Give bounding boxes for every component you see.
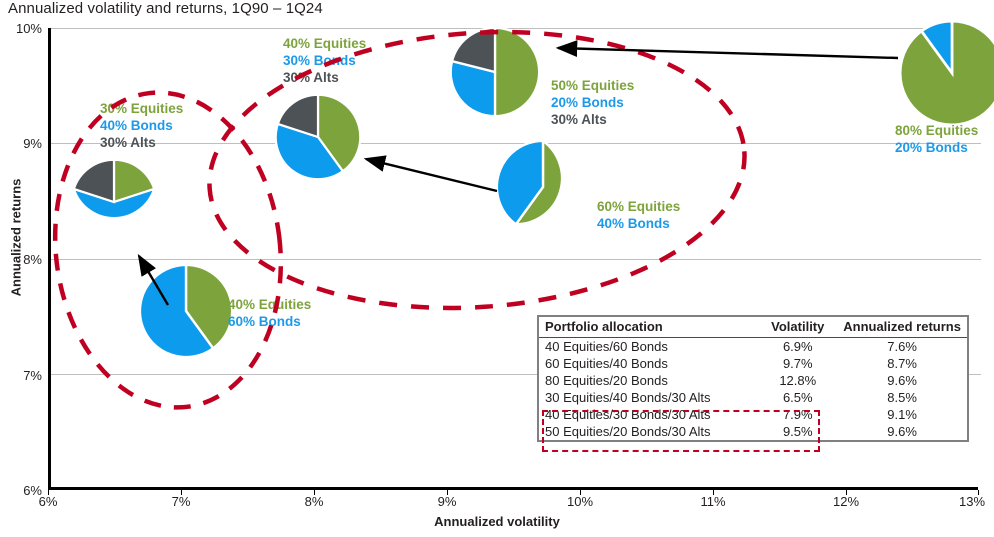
allocation-table: Portfolio allocation Volatility Annualiz…: [539, 317, 967, 440]
x-tick-8: 8%: [304, 494, 324, 509]
pie-60-equities-40-bonds: [495, 139, 591, 235]
label-alts: 30% Alts: [100, 135, 156, 150]
cell-returns: 9.6%: [887, 373, 917, 388]
y-axis-title: Annualized returns: [8, 178, 24, 297]
y-tick-7: 7%: [23, 368, 42, 383]
col-header-returns: Annualized returns: [837, 317, 967, 338]
pie-label-50-20-30: 50% Equities 20% Bonds 30% Alts: [551, 77, 634, 128]
label-bonds: 60% Bonds: [228, 314, 301, 329]
x-axis-title: Annualized volatility: [434, 514, 560, 529]
x-tick-mark-8: [314, 490, 315, 495]
label-bonds: 40% Bonds: [100, 118, 173, 133]
pie-svg: [495, 139, 564, 226]
cell-returns: 8.7%: [887, 356, 917, 371]
label-bonds: 20% Bonds: [551, 95, 624, 110]
x-tick-mark-10: [580, 490, 581, 495]
pie-svg: [898, 19, 994, 127]
y-tick-9: 9%: [23, 136, 42, 151]
x-tick-9: 9%: [437, 494, 457, 509]
pie-label-60-40: 60% Equities 40% Bonds: [597, 198, 680, 232]
slice-equities: [898, 19, 994, 127]
table-header-row: Portfolio allocation Volatility Annualiz…: [539, 317, 967, 338]
gridline-8pct: [51, 259, 981, 260]
pie-50-equities-20-bonds-30-alts: [449, 26, 541, 118]
y-tick-8: 8%: [23, 252, 42, 267]
x-tick-12: 12%: [832, 494, 860, 509]
pie-80-equities-20-bonds: [898, 19, 994, 127]
label-equities: 40% Equities: [283, 36, 367, 51]
cell-returns: 9.6%: [887, 424, 917, 439]
cell-volatility: 6.9%: [782, 339, 813, 354]
chart-title: Annualized volatility and returns, 1Q90 …: [8, 0, 323, 17]
gridline-10pct: [51, 28, 981, 29]
label-equities: 50% Equities: [551, 78, 635, 93]
label-bonds: 30% Bonds: [283, 53, 356, 68]
pie-svg: [72, 158, 156, 220]
cell-allocation: 40 Equities/60 Bonds: [545, 339, 668, 354]
cell-volatility: 9.5%: [782, 424, 813, 439]
x-tick-6: 6%: [38, 494, 58, 509]
x-tick-7: 7%: [171, 494, 191, 509]
cell-allocation: 60 Equities/40 Bonds: [545, 356, 668, 371]
label-alts: 30% Alts: [283, 70, 339, 85]
table-row: 40 Equities/60 Bonds 6.9% 7.6%: [539, 338, 967, 356]
x-tick-mark-13: [978, 490, 979, 495]
cell-returns: 8.5%: [887, 390, 917, 405]
cell-volatility: 12.8%: [779, 373, 817, 388]
pie-label-30-40-30: 30% Equities 40% Bonds 30% Alts: [100, 100, 183, 151]
slice-bonds: [919, 19, 954, 78]
col-header-volatility: Volatility: [758, 317, 838, 338]
y-tick-6: 6%: [23, 483, 42, 498]
cell-volatility: 9.7%: [782, 356, 813, 371]
cell-returns: 7.6%: [887, 339, 917, 354]
x-tick-11: 11%: [700, 494, 726, 509]
cell-allocation: 50 Equities/20 Bonds/30 Alts: [545, 424, 711, 439]
pie-label-40-30-30: 40% Equities 30% Bonds 30% Alts: [283, 35, 366, 86]
cell-allocation: 40 Equities/30 Bonds/30 Alts: [545, 407, 711, 422]
portfolio-allocation-table: Portfolio allocation Volatility Annualiz…: [537, 315, 969, 452]
table-row: 80 Equities/20 Bonds 12.8% 9.6%: [539, 372, 967, 389]
cell-volatility: 6.5%: [782, 390, 813, 405]
x-tick-mark-9: [447, 490, 448, 495]
pie-svg: [274, 93, 362, 181]
label-equities: 80% Equities: [895, 123, 979, 138]
x-tick-mark-6: [48, 490, 49, 495]
pie-label-80-20: 80% Equities 20% Bonds: [895, 122, 978, 156]
col-header-allocation: Portfolio allocation: [539, 317, 759, 338]
label-alts: 30% Alts: [551, 112, 607, 127]
label-equities: 60% Equities: [597, 199, 681, 214]
y-tick-10: 10%: [15, 21, 42, 36]
pie-40-equities-60-bonds: [138, 263, 234, 359]
label-bonds: 20% Bonds: [895, 140, 968, 155]
gridline-7pct: [51, 374, 981, 375]
cell-allocation: 30 Equities/40 Bonds/30 Alts: [545, 390, 711, 405]
pie-40-equities-30-bonds-30-alts: [274, 93, 362, 181]
cell-volatility: 7.9%: [782, 407, 813, 422]
pie-label-40-60: 40% Equities 60% Bonds: [228, 296, 311, 330]
cell-allocation: 80 Equities/20 Bonds: [545, 373, 668, 388]
x-tick-10: 10%: [566, 494, 594, 509]
label-bonds: 40% Bonds: [597, 216, 670, 231]
pie-svg: [449, 26, 541, 118]
table-row: 40 Equities/30 Bonds/30 Alts 7.9% 9.1%: [539, 406, 967, 423]
cell-returns: 9.1%: [887, 407, 917, 422]
slice-equities: [493, 26, 541, 118]
label-equities: 30% Equities: [100, 101, 184, 116]
pie-30-equities-40-bonds-30-alts: [70, 158, 158, 246]
table-row: 30 Equities/40 Bonds/30 Alts 6.5% 8.5%: [539, 389, 967, 406]
table-row: 50 Equities/20 Bonds/30 Alts 9.5% 9.6%: [539, 423, 967, 440]
table-row: 60 Equities/40 Bonds 9.7% 8.7%: [539, 355, 967, 372]
x-tick-mark-12: [846, 490, 847, 495]
x-tick-mark-11: [713, 490, 714, 495]
pie-svg: [138, 263, 234, 359]
label-equities: 40% Equities: [228, 297, 312, 312]
x-tick-13: 13%: [958, 494, 986, 509]
x-tick-mark-7: [181, 490, 182, 495]
